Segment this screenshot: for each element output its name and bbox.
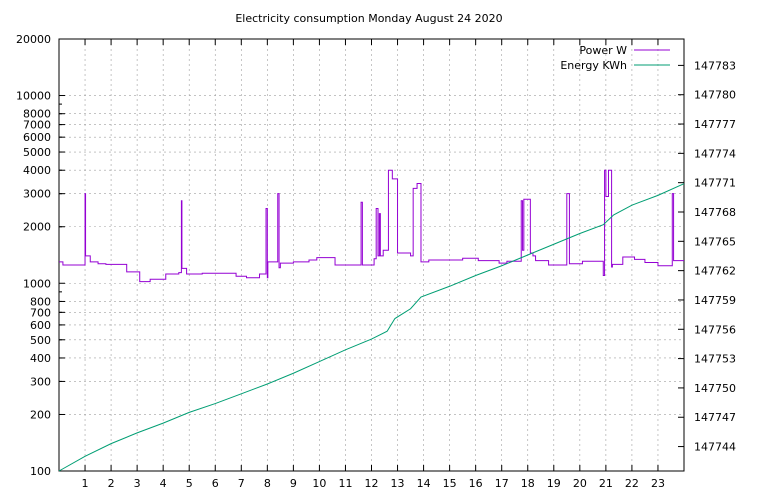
- x-tick-label: 15: [443, 477, 457, 490]
- x-tick-label: 10: [312, 477, 326, 490]
- x-tick-label: 1: [82, 477, 89, 490]
- x-tick-label: 17: [495, 477, 509, 490]
- x-tick-label: 20: [573, 477, 587, 490]
- y2-tick-label: 147750: [694, 382, 736, 395]
- y2-tick-label: 147747: [694, 411, 736, 424]
- x-tick-label: 3: [134, 477, 141, 490]
- x-tick-label: 8: [264, 477, 271, 490]
- y-tick-label: 5000: [23, 146, 51, 159]
- grid: [59, 38, 684, 472]
- y-tick-label: 200: [30, 408, 51, 421]
- y-axis-right: 147744 147747 147750 147753 147756 147759 1477…: [678, 59, 736, 454]
- legend-label: Power W: [579, 44, 627, 57]
- y2-tick-label: 147753: [694, 353, 736, 366]
- legend: Power W Energy KWh: [560, 44, 670, 72]
- legend-label: Energy KWh: [560, 59, 627, 72]
- y-tick-label: 4000: [23, 164, 51, 177]
- x-tick-label: 9: [290, 477, 297, 490]
- y2-tick-label: 147783: [694, 59, 736, 72]
- y-tick-label: 500: [30, 334, 51, 347]
- y2-tick-label: 147777: [694, 118, 736, 131]
- y-tick-label: 8000: [23, 108, 51, 121]
- y-tick-label: 700: [30, 306, 51, 319]
- x-tick-label: 21: [599, 477, 613, 490]
- x-tick-label: 12: [365, 477, 379, 490]
- x-tick-label: 11: [338, 477, 352, 490]
- y2-tick-label: 147768: [694, 206, 736, 219]
- chart-title: Electricity consumption Monday August 24…: [235, 12, 502, 25]
- y2-tick-label: 147774: [694, 147, 736, 160]
- y-tick-label: 1000: [23, 277, 51, 290]
- energy-series-line: [58, 183, 685, 472]
- x-axis: 1 2 3 4 5 6 7 8 9 10 11 12 13 14 15 16 17 18 19 20 21 22 23: [82, 39, 665, 490]
- y2-tick-label: 147762: [694, 265, 736, 278]
- y2-tick-label: 147765: [694, 235, 736, 248]
- power-series-line: [59, 169, 684, 283]
- x-tick-label: 16: [469, 477, 483, 490]
- x-tick-label: 14: [417, 477, 431, 490]
- x-tick-label: 13: [391, 477, 405, 490]
- y-tick-label: 400: [30, 352, 51, 365]
- y2-tick-label: 147744: [694, 441, 736, 454]
- y-tick-label: 20000: [16, 33, 51, 46]
- x-tick-label: 4: [160, 477, 167, 490]
- x-tick-label: 6: [212, 477, 219, 490]
- y-tick-label: 10000: [16, 90, 51, 103]
- y-tick-label: 6000: [23, 131, 51, 144]
- y2-tick-label: 147771: [694, 177, 736, 190]
- y-tick-label: 100: [30, 465, 51, 478]
- y2-tick-label: 147759: [694, 294, 736, 307]
- x-tick-label: 22: [625, 477, 639, 490]
- y2-tick-label: 147756: [694, 323, 736, 336]
- y-tick-label: 600: [30, 319, 51, 332]
- x-tick-label: 2: [108, 477, 115, 490]
- y2-tick-label: 147780: [694, 89, 736, 102]
- y-tick-label: 300: [30, 375, 51, 388]
- y-tick-label: 3000: [23, 188, 51, 201]
- y-tick-label: 7000: [23, 119, 51, 132]
- x-tick-label: 23: [651, 477, 665, 490]
- y-tick-label: 2000: [23, 221, 51, 234]
- x-tick-label: 7: [238, 477, 245, 490]
- y-tick-label: 800: [30, 295, 51, 308]
- x-tick-label: 18: [521, 477, 535, 490]
- x-tick-label: 5: [186, 477, 193, 490]
- x-tick-label: 19: [547, 477, 561, 490]
- series-layer: [58, 169, 685, 472]
